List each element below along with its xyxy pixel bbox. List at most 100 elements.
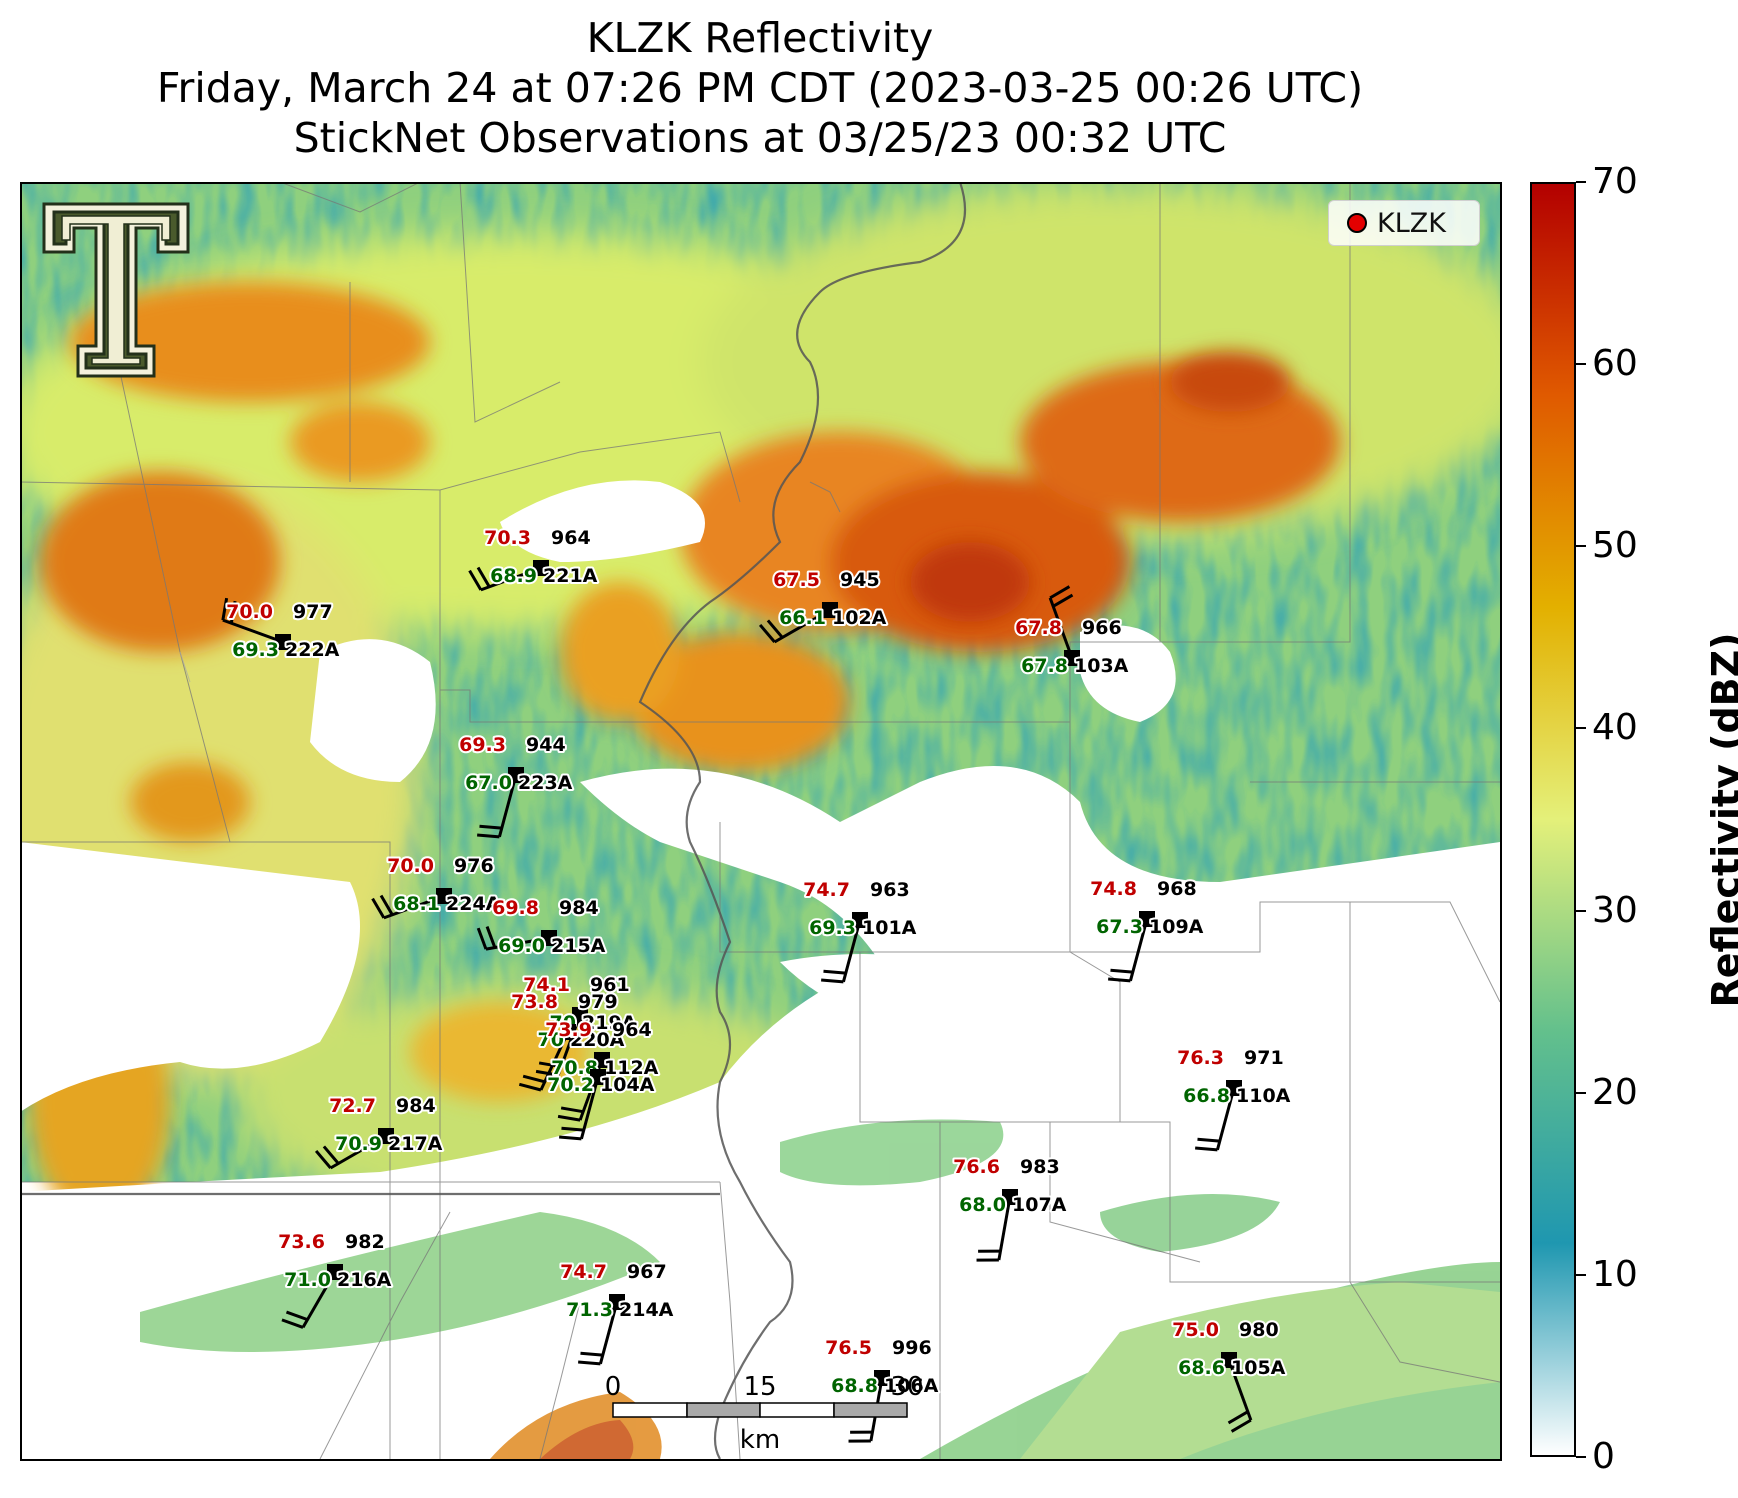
- wind-barb-staff: [222, 618, 284, 644]
- wind-barb-staff: [497, 774, 518, 838]
- station-marker-icon: [1002, 1189, 1018, 1205]
- station-marker-icon: [822, 602, 838, 618]
- station-dewpoint: 71.3: [566, 1299, 613, 1321]
- station-plot[interactable]: 76.3 971 66.8 110A: [1175, 1045, 1293, 1152]
- station-temperature: 72.7: [329, 1095, 376, 1117]
- wind-barb-staff: [773, 608, 831, 644]
- station-marker-icon: [852, 912, 868, 928]
- wind-barb-feather: [468, 569, 483, 591]
- station-plot[interactable]: 72.7 984 70.9 217A: [314, 1093, 445, 1170]
- station-id: 221A: [543, 565, 598, 587]
- title-line-1: KLZK Reflectivity: [586, 14, 934, 62]
- station-temperature: 70.0: [226, 601, 273, 623]
- legend-label: KLZK: [1377, 207, 1446, 239]
- colorbar-tick-label: 60: [1592, 343, 1638, 385]
- radar-map-canvas: [20, 182, 1500, 1459]
- wind-barb-feather: [766, 619, 784, 639]
- station-dewpoint: 68.6: [1178, 1357, 1225, 1379]
- station-id: 104A: [600, 1074, 655, 1096]
- station-id: 106A: [884, 1375, 939, 1397]
- colorbar-tick: [1576, 363, 1586, 366]
- station-id: 224A: [446, 893, 501, 915]
- wind-barb-feather: [758, 623, 776, 643]
- colorbar-tick: [1576, 181, 1586, 183]
- station-plot[interactable]: 76.5 996 68.8 106A: [823, 1335, 941, 1443]
- state-boundaries: [20, 182, 967, 1459]
- station-dewpoint: 67.0: [465, 772, 512, 794]
- station-plot[interactable]: 67.8 966 67.8 103A: [1013, 585, 1131, 679]
- wind-barb-feather: [559, 1135, 582, 1141]
- scale-segment-2: [686, 1402, 761, 1418]
- station-dewpoint: 71.0: [284, 1269, 331, 1291]
- station-plot[interactable]: 73.8 979 70 220A: [509, 989, 627, 1092]
- station-marker-icon: [1139, 911, 1155, 927]
- station-plot[interactable]: 69.3 944 67.0 223A: [457, 732, 575, 839]
- station-id: 110A: [1236, 1085, 1291, 1107]
- station-dewpoint: 68.8: [831, 1375, 878, 1397]
- station-plot[interactable]: 70.0 977 69.3 222A: [221, 597, 342, 663]
- station-plot[interactable]: 74.7 967 71.3 214A: [558, 1259, 676, 1366]
- station-plot[interactable]: 70.0 976 68.1 224A: [371, 853, 503, 920]
- station-plot[interactable]: 76.6 983 68.0 107A: [951, 1154, 1069, 1262]
- station-pressure: 976: [454, 855, 494, 877]
- station-temperature: 74.7: [560, 1261, 607, 1283]
- colorbar-title: Reflectivity (dBZ): [1704, 632, 1738, 1008]
- station-plot[interactable]: 73.6 982 71.0 216A: [276, 1229, 394, 1329]
- station-dewpoint: 68.1: [393, 893, 440, 915]
- station-marker-icon: [594, 1052, 610, 1068]
- wind-barb-feather: [522, 1074, 546, 1084]
- station-id: 222A: [285, 639, 340, 661]
- station-temperature: 76.6: [953, 1156, 1000, 1178]
- station-dewpoint: 67.8: [1021, 655, 1068, 677]
- station-plot[interactable]: 74.8 968 67.3 109A: [1088, 876, 1206, 983]
- station-plot[interactable]: 74.7 963 69.3 101A: [801, 877, 919, 984]
- station-id: 217A: [388, 1133, 443, 1155]
- station-plot[interactable]: 70.2 104A: [545, 1069, 657, 1141]
- station-id: 109A: [1149, 916, 1204, 938]
- scale-segment-1: [612, 1402, 688, 1418]
- wind-barb-feather: [1197, 1137, 1220, 1143]
- wind-barb-feather: [322, 1145, 340, 1165]
- station-marker-icon: [1064, 650, 1080, 666]
- station-plot[interactable]: 75.0 980 68.6 105A: [1170, 1317, 1288, 1433]
- station-dewpoint: 69.3: [232, 639, 279, 661]
- station-pressure: 964: [612, 1019, 652, 1041]
- station-marker-icon: [275, 634, 291, 650]
- station-id: 105A: [1231, 1357, 1286, 1379]
- wind-barb-staff: [329, 1134, 387, 1170]
- station-temperature: 75.0: [1172, 1319, 1219, 1341]
- wind-barb-feather: [561, 1126, 584, 1132]
- station-id: 223A: [518, 772, 573, 794]
- wind-barb-staff: [997, 1196, 1012, 1261]
- wind-barb-feather: [557, 1114, 581, 1122]
- reflectivity-field: [20, 182, 1500, 1459]
- wind-barb-feather: [535, 1069, 559, 1077]
- station-pressure: 945: [840, 569, 880, 591]
- title-line-3: StickNet Observations at 03/25/23 00:32 …: [293, 114, 1227, 162]
- wind-barb-feather: [1195, 1146, 1218, 1152]
- station-temperature: 70.3: [484, 527, 531, 549]
- wind-barb-staff: [485, 936, 550, 951]
- wind-barb-staff: [556, 1014, 582, 1076]
- colorbar-tick-label: 10: [1592, 1253, 1638, 1295]
- scale-segment-3: [759, 1402, 835, 1418]
- station-temperature: 74.1: [523, 974, 570, 996]
- station-plot[interactable]: 67.5 945 66.1 102A: [758, 567, 889, 644]
- station-id: 214A: [619, 1299, 674, 1321]
- station-plot[interactable]: 69.8 984 69.0 215A: [476, 895, 608, 959]
- station-temperature: 67.8: [1015, 617, 1062, 639]
- station-dewpoint: 69.3: [809, 917, 856, 939]
- station-plot[interactable]: 74.1 961 70 219A: [521, 972, 639, 1077]
- scale-label-30: 30: [890, 1372, 923, 1402]
- wind-barb-feather: [371, 897, 386, 919]
- station-dewpoint: 66.8: [1183, 1085, 1230, 1107]
- radar-map[interactable]: 70.3 964 68.9 221A 70.0 977 69.3 222A 67.5 945 66.…: [20, 182, 1500, 1459]
- wind-barb-feather: [1230, 1418, 1252, 1433]
- station-pressure: 964: [551, 527, 591, 549]
- station-dewpoint: 69.0: [498, 935, 545, 957]
- station-plot[interactable]: 70.3 964 68.9 221A: [468, 525, 600, 592]
- map-legend: KLZK: [1328, 200, 1480, 246]
- station-pressure: 967: [627, 1261, 667, 1283]
- station-temperature: 76.3: [1177, 1047, 1224, 1069]
- station-id: 219A: [582, 1012, 637, 1034]
